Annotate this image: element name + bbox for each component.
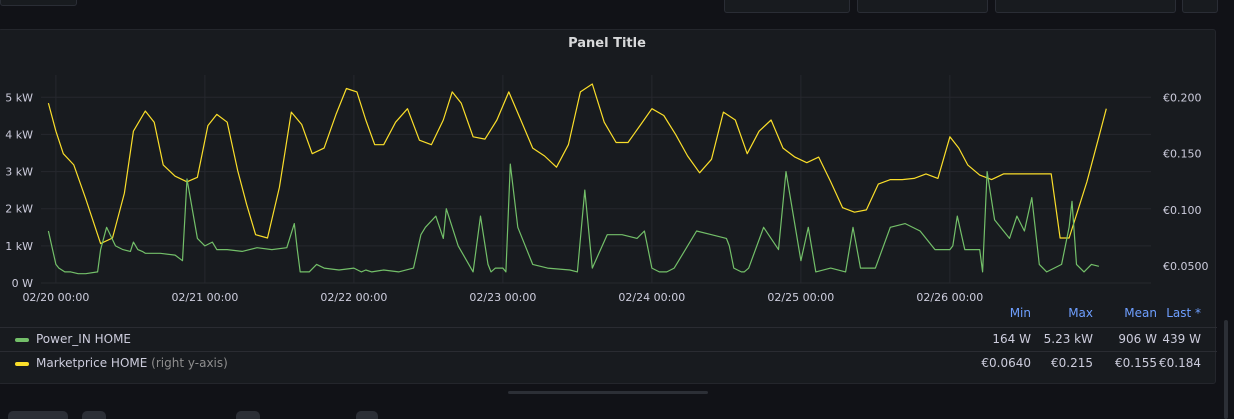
legend-series-name[interactable]: Power_IN HOME bbox=[36, 332, 132, 346]
x-tick-label: 02/26 00:00 bbox=[916, 291, 983, 304]
x-tick-label: 02/21 00:00 bbox=[171, 291, 238, 304]
legend-max: 5.23 kW bbox=[1043, 332, 1093, 346]
y-right-tick-label: €0.100 bbox=[1163, 204, 1202, 217]
panel-resize-handle[interactable] bbox=[508, 391, 708, 394]
x-axis: 02/20 00:00 02/21 00:00 02/22 00:00 02/23 0… bbox=[22, 291, 983, 304]
series-line-marketprice-home[interactable] bbox=[47, 83, 1107, 245]
legend-last: €0.184 bbox=[1159, 356, 1201, 370]
x-tick-label: 02/22 00:00 bbox=[320, 291, 387, 304]
x-tick-label: 02/23 00:00 bbox=[469, 291, 536, 304]
chart-grid bbox=[41, 75, 1151, 284]
toolbar-fragment-left bbox=[0, 0, 77, 6]
legend-header: Min Max Mean Last * bbox=[0, 306, 1217, 326]
x-tick-label: 02/24 00:00 bbox=[618, 291, 685, 304]
y-axis-right: €0.0500 €0.100 €0.150 €0.200 bbox=[1163, 91, 1209, 273]
y-axis-left: 0 W 1 kW 2 kW 3 kW 4 kW 5 kW bbox=[5, 91, 33, 290]
legend-row-power[interactable]: Power_IN HOME 164 W 5.23 kW 906 W 439 W bbox=[0, 327, 1217, 352]
x-tick-label: 02/20 00:00 bbox=[22, 291, 89, 304]
y-left-tick-label: 1 kW bbox=[5, 240, 33, 253]
y-right-tick-label: €0.0500 bbox=[1163, 260, 1209, 273]
time-series-chart[interactable]: 0 W1 kW2 kW3 kW4 kW5 kW €0.0500€0.100€0.… bbox=[0, 30, 1217, 330]
x-tick-label: 02/25 00:00 bbox=[767, 291, 834, 304]
y-left-tick-label: 2 kW bbox=[5, 203, 33, 216]
legend-mean: €0.155 bbox=[1115, 356, 1157, 370]
y-right-tick-label: €0.200 bbox=[1163, 91, 1202, 104]
y-left-tick-label: 4 kW bbox=[5, 128, 33, 141]
bottom-row-fragment bbox=[236, 411, 260, 419]
legend-max: €0.215 bbox=[1051, 356, 1093, 370]
series-color-swatch[interactable] bbox=[15, 362, 29, 366]
panel-title[interactable]: Panel Title bbox=[568, 36, 646, 51]
toolbar-toggle[interactable] bbox=[724, 0, 850, 13]
page-scrollbar[interactable] bbox=[1224, 320, 1228, 419]
legend-last: 439 W bbox=[1162, 332, 1201, 346]
toolbar-picker[interactable] bbox=[857, 0, 988, 13]
y-right-tick-label: €0.150 bbox=[1163, 148, 1202, 161]
toolbar-search[interactable] bbox=[995, 0, 1176, 13]
bottom-row-fragment bbox=[82, 411, 106, 419]
series-color-swatch[interactable] bbox=[15, 338, 29, 342]
bottom-row-fragment bbox=[8, 411, 68, 419]
legend-series-name[interactable]: Marketprice HOME (right y-axis) bbox=[36, 356, 228, 370]
graph-panel: Panel Title 0 W 1 kW 2 kW 3 kW 4 kW 5 kW €0.0… bbox=[0, 29, 1217, 384]
legend-row-marketprice[interactable]: Marketprice HOME (right y-axis) €0.0640 … bbox=[0, 351, 1217, 376]
legend-min: 164 W bbox=[992, 332, 1031, 346]
legend-header-max[interactable]: Max bbox=[1068, 306, 1093, 320]
bottom-row-fragment bbox=[356, 411, 378, 419]
y-left-tick-label: 0 W bbox=[12, 277, 33, 290]
legend-axis-note: (right y-axis) bbox=[151, 356, 228, 370]
y-left-tick-label: 3 kW bbox=[5, 166, 33, 179]
legend-header-last[interactable]: Last * bbox=[1166, 306, 1201, 320]
y-left-tick-label: 5 kW bbox=[5, 91, 33, 104]
series-line-power-in-home[interactable] bbox=[47, 163, 1100, 275]
legend-min: €0.0640 bbox=[981, 356, 1031, 370]
series-lines bbox=[47, 83, 1107, 275]
toolbar-refresh-button[interactable] bbox=[1182, 0, 1218, 13]
legend-mean: 906 W bbox=[1118, 332, 1157, 346]
legend-header-min[interactable]: Min bbox=[1009, 306, 1031, 320]
legend-header-mean[interactable]: Mean bbox=[1124, 306, 1157, 320]
